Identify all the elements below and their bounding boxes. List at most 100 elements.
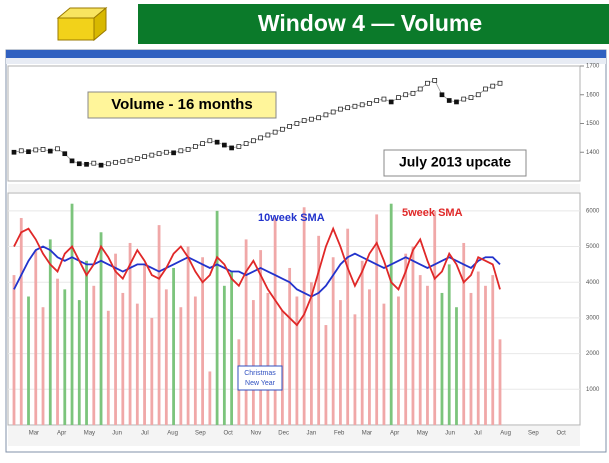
y-tick-label: 3000: [586, 316, 600, 322]
price-marker: [149, 152, 155, 158]
volume-bar: [201, 257, 204, 425]
volume-bar: [186, 246, 190, 425]
x-tick-label: Jan: [307, 431, 317, 437]
annotation-box: [87, 91, 277, 119]
price-marker: [113, 159, 118, 165]
volume-bar: [150, 317, 154, 425]
y-tick-label: 1700: [586, 64, 600, 70]
volume-bar: [331, 257, 335, 425]
price-marker: [178, 148, 184, 154]
price-marker: [388, 99, 394, 105]
volume-bar: [455, 307, 458, 425]
price-marker: [396, 95, 401, 100]
price-marker: [439, 92, 445, 98]
price-marker: [40, 147, 46, 152]
price-marker: [18, 148, 24, 154]
sma-line: [13, 226, 501, 327]
volume-bar: [324, 325, 328, 425]
volume-bar: [498, 339, 502, 425]
price-marker: [214, 139, 220, 145]
price-marker: [207, 138, 213, 144]
volume-bar: [447, 264, 451, 425]
volume-bar: [12, 275, 16, 425]
volume-bar: [41, 307, 45, 425]
volume-bar: [222, 285, 226, 425]
x-tick-label: May: [417, 431, 428, 437]
volume-bar: [360, 260, 364, 425]
title-bar: [138, 4, 609, 44]
price-marker: [280, 126, 285, 132]
price-marker: [192, 144, 198, 149]
price-marker: [475, 92, 481, 98]
volume-bar: [484, 285, 487, 425]
price-marker: [120, 159, 126, 164]
price-marker: [309, 116, 314, 122]
price-marker: [47, 148, 53, 154]
price-marker: [236, 144, 242, 149]
volume-bar: [157, 225, 161, 425]
price-marker: [367, 101, 372, 106]
volume-bar: [251, 300, 255, 425]
volume-bar: [404, 253, 408, 425]
y-tick-label: 1000: [586, 387, 600, 393]
volume-bar: [389, 203, 393, 425]
x-tick-label: Sep: [528, 431, 539, 437]
volume-bar: [440, 292, 444, 425]
volume-bar: [339, 300, 342, 425]
volume-bar: [48, 239, 52, 425]
y-tick-label: 6000: [586, 208, 600, 214]
volume-bar: [208, 371, 212, 425]
volume-bar: [273, 217, 277, 425]
x-tick-label: Aug: [500, 431, 511, 437]
annotation: July 2013 upcate: [399, 154, 511, 170]
y-tick-label: 1500: [586, 121, 600, 127]
y-tick-label: 2000: [586, 351, 600, 357]
volume-bar: [288, 267, 292, 425]
price-marker: [156, 151, 162, 157]
volume-bar: [128, 242, 132, 425]
marks: 1400 1500 1600 1700 1000 2000 3000 4000 5000 6000…: [8, 64, 600, 437]
volume-bar: [114, 253, 117, 425]
x-tick-label: Mar: [29, 431, 39, 437]
y-tick-label: 5000: [586, 244, 600, 250]
price-marker: [316, 115, 322, 121]
x-tick-label: Nov: [251, 431, 262, 437]
volume-bar: [382, 303, 386, 425]
volume-bar: [310, 282, 313, 425]
price-marker: [200, 141, 205, 146]
price-marker: [163, 149, 169, 155]
x-tick-label: Jun: [112, 431, 122, 437]
price-marker: [243, 141, 249, 146]
price-marker: [417, 86, 423, 92]
price-marker: [91, 160, 97, 166]
price-marker: [483, 86, 488, 92]
volume-bar: [302, 207, 306, 425]
volume-bar: [92, 285, 96, 425]
volume-bar: [244, 239, 248, 425]
price-marker: [185, 147, 191, 152]
y-tick-label: 4000: [586, 280, 600, 286]
price-marker: [76, 161, 82, 167]
volume-bar: [491, 275, 495, 425]
volume-bar: [368, 289, 371, 425]
volume-bar: [411, 246, 415, 425]
price-marker: [381, 96, 387, 102]
price-marker: [62, 151, 68, 157]
price-marker: [84, 161, 89, 167]
volume-bar: [418, 275, 422, 425]
volume-bar: [121, 292, 125, 425]
volume-bar: [397, 296, 400, 425]
annotation-box: [237, 365, 283, 391]
volume-bar: [259, 250, 263, 425]
volume-bar: [164, 289, 168, 425]
volume-bar: [172, 267, 175, 425]
window-titlebar: [6, 50, 606, 58]
x-axis-strip: [8, 426, 580, 446]
volume-bar: [346, 228, 350, 425]
price-marker: [490, 83, 496, 89]
volume-bar: [27, 296, 30, 425]
volume-header: [8, 184, 580, 192]
x-tick-label: Oct: [556, 431, 566, 437]
volume-bar: [469, 292, 473, 425]
volume-bar: [70, 203, 74, 425]
